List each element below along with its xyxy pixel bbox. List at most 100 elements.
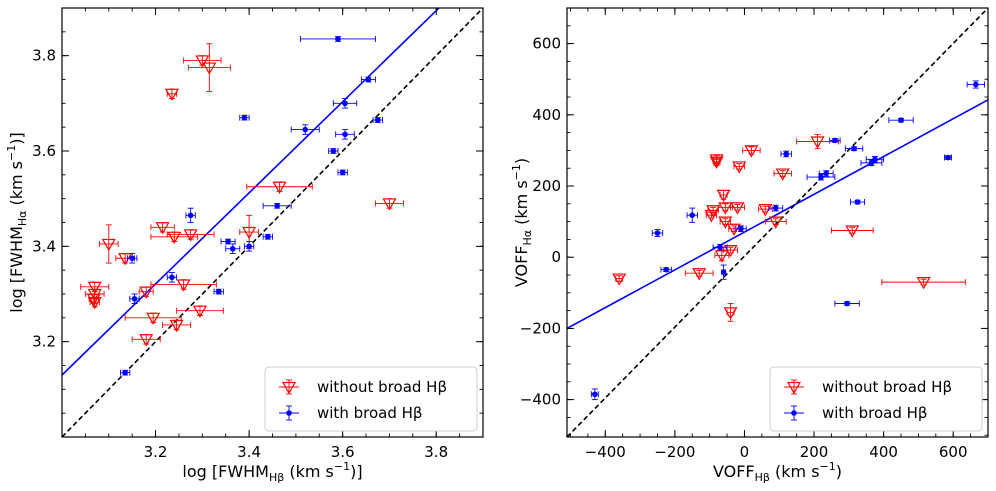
legend-label: with broad Hβ: [317, 404, 422, 422]
data-point: [730, 202, 745, 215]
best-fit-line: [567, 99, 988, 330]
data-point: [720, 264, 727, 280]
point-marker: [592, 391, 598, 398]
point-marker: [215, 288, 222, 295]
point-marker: [872, 156, 878, 163]
point-marker: [945, 154, 951, 161]
data-point: [335, 129, 355, 140]
legend-label-greek: β: [942, 378, 952, 396]
data-point: [225, 243, 241, 254]
x-axis-label-units: (km s: [284, 462, 334, 481]
x-axis-label-superscript: −1: [820, 460, 836, 473]
y-axis-label: VOFFHα (km s−1): [510, 158, 534, 287]
point-marker: [164, 88, 179, 102]
y-axis-label-subscript: Hα: [521, 230, 534, 246]
x-tick-label: −200: [654, 443, 695, 461]
y-tick-label: 3.4: [32, 237, 56, 255]
point-marker: [225, 238, 231, 245]
point-marker: [118, 253, 133, 266]
point-marker: [246, 243, 252, 250]
point-marker: [87, 281, 102, 295]
point-marker: [330, 148, 337, 154]
plot-area: [62, 8, 483, 437]
x-tick-label: 200: [800, 443, 829, 461]
plot-area: [567, 8, 988, 437]
data-point: [127, 253, 138, 264]
legend-label-text: without broad H: [317, 378, 437, 396]
series-without-broad: [612, 133, 966, 322]
point-marker: [832, 137, 838, 144]
point-marker: [176, 279, 191, 292]
data-point: [374, 198, 404, 211]
data-point: [834, 300, 860, 307]
point-marker: [229, 245, 236, 252]
data-point: [187, 43, 231, 92]
data-point: [888, 117, 914, 124]
y-axis-label-superscript: −1: [5, 145, 18, 161]
legend-label: with broad Hβ: [822, 404, 927, 422]
series-with-broad: [590, 80, 985, 401]
data-point: [796, 133, 839, 150]
point-marker: [242, 226, 257, 240]
data-point: [239, 114, 250, 121]
point-marker: [183, 229, 198, 242]
data-point: [757, 204, 773, 217]
data-point: [686, 207, 698, 223]
ticks: 3.2 3.4 3.6 3.8 3.2 3.4 3.6 3.8: [32, 7, 484, 461]
legend-label: without broad Hβ: [822, 378, 952, 396]
one-to-one-line: [567, 8, 988, 437]
data-point: [590, 388, 599, 401]
point-marker: [726, 223, 742, 236]
point-marker: [868, 160, 875, 166]
y-axis-label-superscript: −1: [510, 164, 523, 180]
legend-label-greek: β: [918, 404, 928, 422]
data-point: [860, 159, 883, 167]
point-marker: [302, 126, 309, 133]
data-point: [164, 88, 179, 102]
y-tick-label: 200: [532, 177, 561, 195]
panel-voff: −400 −200 0 200 400 600 −400 −200 0 200 400 600 VOFF…: [510, 7, 989, 484]
point-marker: [374, 117, 381, 123]
legend-label-text: without broad H: [822, 378, 942, 396]
point-marker: [155, 222, 170, 235]
point-marker: [772, 205, 779, 211]
point-marker: [783, 151, 789, 157]
point-marker: [382, 198, 397, 211]
point-marker: [704, 210, 719, 223]
data-point: [337, 169, 348, 176]
legend-marker: [791, 410, 797, 416]
data-point: [723, 244, 738, 258]
data-point: [723, 303, 738, 322]
point-marker: [775, 168, 790, 181]
data-point: [328, 148, 339, 154]
x-tick-label: 400: [869, 443, 898, 461]
point-marker: [854, 199, 861, 205]
y-tick-label: 3.6: [32, 142, 56, 160]
point-marker: [335, 36, 341, 42]
x-axis-label: VOFFHβ (km s−1): [713, 460, 842, 484]
point-marker: [86, 293, 101, 306]
legend-label-text: with broad H: [317, 404, 413, 422]
point-marker: [663, 266, 669, 273]
data-point: [372, 117, 383, 124]
data-point: [732, 161, 747, 174]
legend-label-greek: β: [437, 378, 447, 396]
data-point: [735, 225, 747, 233]
y-axis-label: log [FWHMHα (km s−1)]: [5, 132, 29, 312]
data-point: [709, 154, 724, 167]
point-marker: [339, 169, 346, 176]
data-point: [684, 268, 714, 281]
data-point: [183, 55, 222, 68]
data-point: [332, 98, 358, 109]
point-marker: [342, 131, 348, 138]
data-point: [773, 168, 792, 181]
legend-item-with-broad: with broad Hβ: [279, 404, 422, 422]
x-axis-label-main: VOFF: [713, 462, 755, 481]
x-tick-label: 3.8: [424, 443, 448, 461]
x-axis-label-units: (km s: [770, 462, 820, 481]
data-point: [712, 243, 728, 251]
data-point: [185, 207, 196, 223]
